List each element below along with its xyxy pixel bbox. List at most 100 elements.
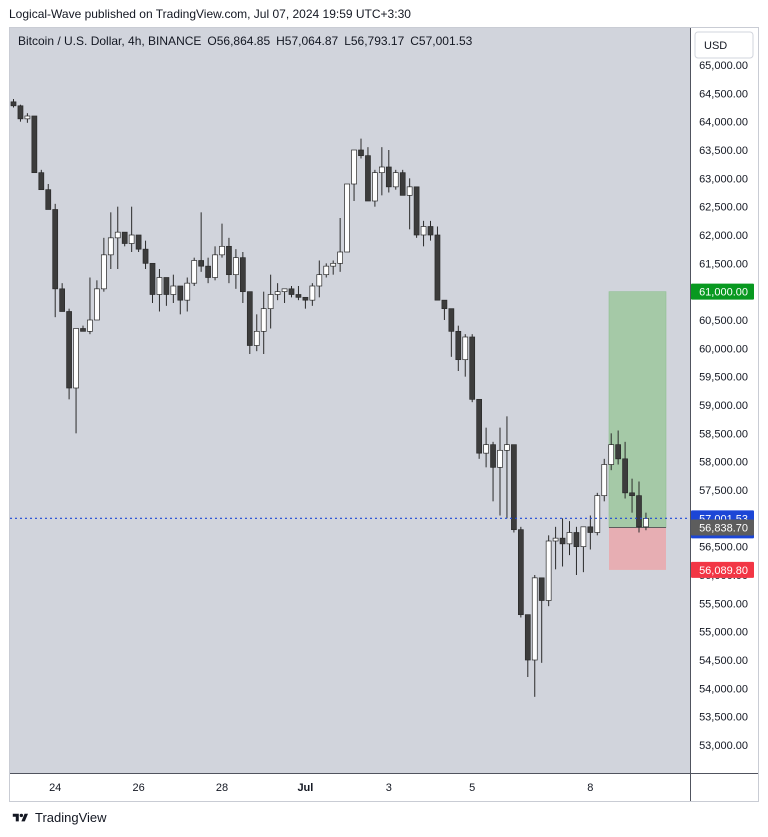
candle-up[interactable] <box>337 251 343 264</box>
time-axis[interactable] <box>10 773 758 801</box>
candle-down[interactable] <box>45 189 52 210</box>
candle-down[interactable] <box>476 398 482 454</box>
candle-up[interactable] <box>392 172 399 188</box>
profit-zone[interactable] <box>608 291 667 528</box>
candle-down[interactable] <box>490 444 496 468</box>
candle-up[interactable] <box>420 226 427 236</box>
candle-down[interactable] <box>524 614 531 661</box>
candle-down[interactable] <box>246 291 253 346</box>
tradingview-brand[interactable]: TradingView <box>12 810 107 825</box>
candle-up[interactable] <box>462 336 469 361</box>
candle-down[interactable] <box>31 115 38 174</box>
candle-down[interactable] <box>149 262 156 295</box>
candle-up[interactable] <box>316 274 323 287</box>
candle-down[interactable] <box>511 444 517 531</box>
candle-down[interactable] <box>205 265 211 278</box>
candle-up[interactable] <box>406 186 413 196</box>
candle-down[interactable] <box>469 336 476 400</box>
candle-down[interactable] <box>413 186 420 236</box>
candle-up[interactable] <box>24 115 31 120</box>
candle-down[interactable] <box>455 330 462 361</box>
candle-up[interactable] <box>274 291 281 295</box>
candle-up[interactable] <box>73 328 79 389</box>
candle-down[interactable] <box>448 308 455 332</box>
plot-area[interactable] <box>10 28 690 773</box>
candle-up[interactable] <box>219 245 225 256</box>
candle-down[interactable] <box>587 526 594 533</box>
candlestick-chart[interactable]: 65,000.00 64,500.00 64,000.00 63,500.00 63,0… <box>10 28 758 801</box>
candle-up[interactable] <box>260 308 267 332</box>
candle-down[interactable] <box>538 577 545 601</box>
candle-up[interactable] <box>114 231 121 239</box>
candle-down[interactable] <box>399 172 406 196</box>
candle-up[interactable] <box>267 294 274 310</box>
candle-up[interactable] <box>504 444 510 451</box>
candle-up[interactable] <box>552 537 559 542</box>
candle-down[interactable] <box>427 226 434 236</box>
candle-up[interactable] <box>344 183 350 253</box>
candle-down[interactable] <box>615 444 622 460</box>
candle-down[interactable] <box>121 231 128 244</box>
candle-up[interactable] <box>566 532 573 545</box>
candle-up[interactable] <box>483 444 489 454</box>
candle-down[interactable] <box>198 260 204 267</box>
candle-up[interactable] <box>497 449 503 468</box>
candle-down[interactable] <box>441 299 448 310</box>
candle-down[interactable] <box>629 492 635 497</box>
candle-up[interactable] <box>100 254 107 290</box>
candle-up[interactable] <box>233 257 239 276</box>
candle-up[interactable] <box>281 288 288 293</box>
candle-down[interactable] <box>10 101 17 107</box>
candle-down[interactable] <box>559 537 566 545</box>
candle-up[interactable] <box>323 265 330 276</box>
candle-up[interactable] <box>128 234 135 244</box>
candle-up[interactable] <box>601 464 608 497</box>
candle-up[interactable] <box>309 285 316 301</box>
candle-up[interactable] <box>191 260 198 284</box>
candle-up[interactable] <box>156 277 163 295</box>
candle-down[interactable] <box>177 285 184 301</box>
candle-up[interactable] <box>330 262 337 267</box>
currency-button[interactable] <box>694 31 754 59</box>
candle-down[interactable] <box>636 495 642 528</box>
candle-up[interactable] <box>372 172 378 202</box>
candle-down[interactable] <box>135 234 142 250</box>
candle-up[interactable] <box>594 495 601 533</box>
candle-down[interactable] <box>17 105 24 120</box>
candle-down[interactable] <box>518 529 524 616</box>
candle-down[interactable] <box>434 234 441 301</box>
candle-down[interactable] <box>52 209 59 290</box>
candle-down[interactable] <box>288 288 295 295</box>
candle-down[interactable] <box>302 296 309 301</box>
candle-up[interactable] <box>545 540 552 601</box>
candle-down[interactable] <box>142 248 149 264</box>
candle-up[interactable] <box>87 319 93 332</box>
candle-up[interactable] <box>608 444 615 465</box>
candle-up[interactable] <box>379 166 385 174</box>
candle-down[interactable] <box>295 294 302 298</box>
candle-up[interactable] <box>580 526 587 548</box>
candle-down[interactable] <box>573 532 580 548</box>
candle-down[interactable] <box>622 458 628 494</box>
candle-down[interactable] <box>80 328 86 332</box>
candle-down[interactable] <box>163 277 170 295</box>
candle-up[interactable] <box>253 330 260 346</box>
candle-down[interactable] <box>226 245 232 276</box>
candle-down[interactable] <box>385 166 392 188</box>
candle-down[interactable] <box>358 149 364 157</box>
candle-up[interactable] <box>643 517 649 528</box>
candle-up[interactable] <box>212 254 218 278</box>
candle-up[interactable] <box>184 282 191 301</box>
candle-down[interactable] <box>240 257 246 293</box>
candle-down[interactable] <box>66 311 72 389</box>
price-axis[interactable] <box>690 28 758 773</box>
candle-down[interactable] <box>365 155 371 202</box>
candle-up[interactable] <box>531 577 538 661</box>
candle-up[interactable] <box>351 149 357 185</box>
candle-up[interactable] <box>170 285 177 295</box>
candle-up[interactable] <box>107 237 114 256</box>
loss-zone[interactable] <box>609 527 666 570</box>
candle-down[interactable] <box>59 288 66 312</box>
candle-up[interactable] <box>94 288 100 321</box>
candle-down[interactable] <box>38 172 45 191</box>
